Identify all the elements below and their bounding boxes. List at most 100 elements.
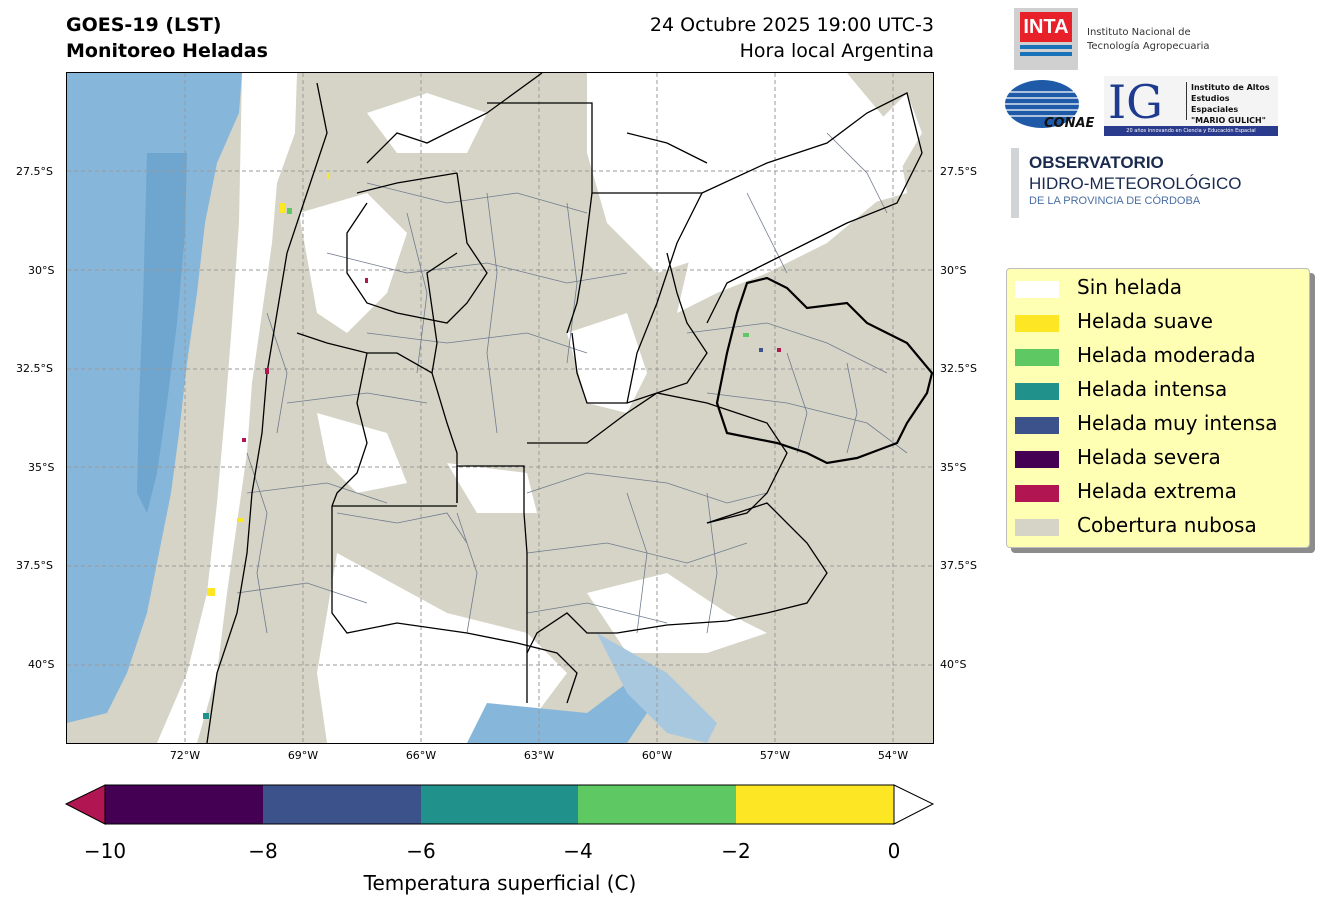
- lat-label-left: 40°S: [28, 658, 55, 671]
- legend-swatch: [1015, 281, 1059, 298]
- ig-name-line: Estudios Espaciales: [1191, 94, 1239, 114]
- inta-logo: INTA: [1014, 8, 1078, 70]
- ig-name-line: Instituto de Altos: [1191, 83, 1270, 92]
- legend-item: Sin helada: [1015, 273, 1305, 303]
- legend-label: Sin helada: [1077, 275, 1183, 299]
- frost-pixels: [203, 173, 781, 719]
- lon-label: 60°W: [641, 749, 673, 762]
- bay-clear-area: [597, 633, 717, 743]
- colorbar-title: Temperatura superficial (C): [363, 871, 637, 895]
- uruguay-border: [715, 276, 933, 465]
- observatorio-line-3: DE LA PROVINCIA DE CÓRDOBA: [1029, 195, 1201, 207]
- ig-tagline: 20 años innovando en Ciencia y Educación…: [1104, 126, 1278, 136]
- colorbar-tick: −2: [721, 839, 751, 863]
- ig-logo: IG Instituto de Altos Estudios Espaciale…: [1104, 76, 1278, 136]
- colorbar-frame: [104, 784, 895, 825]
- legend-item: Helada muy intensa: [1015, 409, 1305, 439]
- timezone-label: Hora local Argentina: [739, 40, 934, 62]
- legend-item: Helada suave: [1015, 307, 1305, 337]
- colorbar-tick: −6: [406, 839, 436, 863]
- observatorio-logo: OBSERVATORIO HIDRO-METEOROLÓGICO DE LA P…: [1029, 152, 1242, 208]
- lat-label-right: 40°S: [940, 658, 967, 671]
- frost-map: [66, 72, 934, 744]
- inta-stripe: [1020, 45, 1072, 49]
- inta-name: Instituto Nacional de Tecnología Agropec…: [1087, 26, 1210, 54]
- legend-label: Helada intensa: [1077, 377, 1228, 401]
- colorbar-over-extension: [893, 784, 935, 825]
- product-title: Monitoreo Heladas: [66, 40, 268, 62]
- ig-name-line: "MARIO GULICH": [1191, 116, 1266, 125]
- legend-label: Helada muy intensa: [1077, 411, 1278, 435]
- ig-divider: [1186, 82, 1187, 120]
- lon-label: 66°W: [405, 749, 437, 762]
- lat-label-left: 35°S: [28, 461, 55, 474]
- colorbar-segment: [421, 785, 578, 824]
- no-frost-areas: [157, 73, 922, 743]
- legend-label: Helada moderada: [1077, 343, 1256, 367]
- inta-name-line: Instituto Nacional de: [1087, 27, 1191, 38]
- legend-swatch: [1015, 417, 1059, 434]
- atlantic-clear-area: [467, 683, 647, 743]
- map-title: GOES-19 (LST) Monitoreo Heladas: [66, 12, 268, 64]
- lon-label: 69°W: [287, 749, 319, 762]
- lat-label-right: 30°S: [940, 264, 967, 277]
- colorbar-tick: 0: [887, 839, 901, 863]
- inta-mark: INTA: [1020, 12, 1072, 42]
- observatorio-line-2: HIDRO-METEOROLÓGICO: [1029, 174, 1242, 193]
- legend-swatch: [1015, 383, 1059, 400]
- province-borders: [206, 73, 923, 743]
- colorbar-tick: −10: [83, 839, 127, 863]
- lat-label-right: 35°S: [940, 461, 967, 474]
- colorbar-segment: [578, 785, 736, 824]
- datetime-label: 24 Octubre 2025 19:00 UTC-3: [649, 14, 934, 36]
- observatorio-line-1: OBSERVATORIO: [1029, 153, 1164, 172]
- ig-name: Instituto de Altos Estudios Espaciales "…: [1191, 82, 1278, 126]
- lat-label-left: 32.5°S: [16, 362, 53, 375]
- map-legend: Sin helada Helada suave Helada moderada …: [1006, 268, 1310, 548]
- legend-label: Helada extrema: [1077, 479, 1237, 503]
- legend-item: Helada extrema: [1015, 477, 1305, 507]
- lon-label: 54°W: [877, 749, 909, 762]
- colorbar-tick: −8: [248, 839, 278, 863]
- colorbar-segment: [736, 785, 894, 824]
- legend-label: Helada severa: [1077, 445, 1221, 469]
- legend-swatch: [1015, 451, 1059, 468]
- lat-label-right: 32.5°S: [940, 362, 977, 375]
- colorbar-segment: [263, 785, 421, 824]
- colorbar-under-extension: [64, 784, 106, 825]
- colorbar: [64, 784, 935, 825]
- graticule: [67, 73, 933, 743]
- legend-item: Cobertura nubosa: [1015, 511, 1305, 541]
- colorbar-tick: −4: [563, 839, 593, 863]
- legend-item: Helada intensa: [1015, 375, 1305, 405]
- lat-label-left: 27.5°S: [16, 165, 53, 178]
- legend-swatch: [1015, 519, 1059, 536]
- lat-label-left: 37.5°S: [16, 559, 53, 572]
- colorbar-segment: [105, 785, 263, 824]
- lat-label-left: 30°S: [28, 264, 55, 277]
- legend-swatch: [1015, 349, 1059, 366]
- conae-logo: CONAE: [1004, 78, 1094, 134]
- lon-label: 57°W: [759, 749, 791, 762]
- legend-item: Helada moderada: [1015, 341, 1305, 371]
- lat-label-right: 37.5°S: [940, 559, 977, 572]
- lon-label: 63°W: [523, 749, 555, 762]
- satellite-title: GOES-19 (LST): [66, 14, 222, 36]
- inta-name-line: Tecnología Agropecuaria: [1087, 41, 1210, 52]
- conae-label: CONAE: [1044, 116, 1095, 131]
- map-canvas: [67, 73, 933, 743]
- legend-swatch: [1015, 485, 1059, 502]
- legend-label: Cobertura nubosa: [1077, 513, 1257, 537]
- pacific-clear-area-dark: [137, 153, 187, 513]
- legend-label: Helada suave: [1077, 309, 1213, 333]
- lat-label-right: 27.5°S: [940, 165, 977, 178]
- legend-item: Helada severa: [1015, 443, 1305, 473]
- inta-stripe: [1020, 52, 1072, 56]
- district-boundaries: [236, 132, 908, 634]
- observatorio-bar: [1011, 148, 1019, 218]
- lon-label: 72°W: [169, 749, 201, 762]
- legend-swatch: [1015, 315, 1059, 332]
- datetime-block: 24 Octubre 2025 19:00 UTC-3 Hora local A…: [540, 12, 934, 64]
- conae-globe-icon: [1005, 80, 1079, 128]
- ig-mark: IG: [1108, 75, 1163, 129]
